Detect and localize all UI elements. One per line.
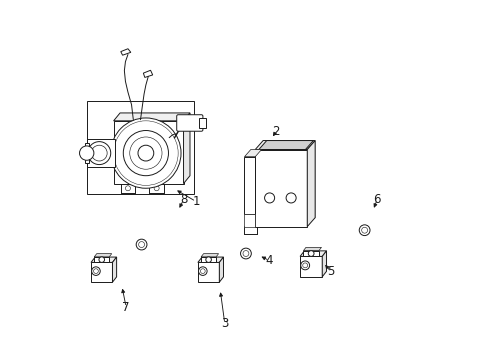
Circle shape (91, 267, 100, 275)
Circle shape (198, 267, 207, 275)
Bar (122, 148, 140, 176)
Polygon shape (91, 257, 116, 262)
Polygon shape (263, 140, 314, 218)
Polygon shape (198, 262, 219, 282)
Circle shape (243, 251, 248, 256)
Text: 1: 1 (192, 195, 200, 208)
Circle shape (129, 137, 162, 169)
Circle shape (110, 118, 181, 188)
Circle shape (88, 141, 110, 165)
Circle shape (285, 193, 296, 203)
Circle shape (302, 263, 307, 268)
Polygon shape (255, 149, 306, 226)
Polygon shape (300, 251, 326, 256)
Bar (145, 148, 163, 176)
Circle shape (245, 197, 254, 206)
Circle shape (125, 186, 130, 191)
Polygon shape (244, 157, 255, 214)
Circle shape (245, 161, 254, 170)
Text: 2: 2 (272, 125, 279, 138)
Polygon shape (143, 70, 152, 77)
Circle shape (200, 269, 205, 274)
Circle shape (93, 269, 98, 274)
Polygon shape (201, 257, 216, 262)
Circle shape (264, 193, 274, 203)
Polygon shape (94, 254, 112, 257)
Circle shape (154, 186, 159, 191)
FancyBboxPatch shape (176, 115, 203, 131)
Circle shape (138, 145, 153, 161)
Polygon shape (244, 149, 261, 157)
Polygon shape (86, 101, 194, 194)
Polygon shape (322, 251, 326, 277)
Polygon shape (121, 49, 131, 55)
Polygon shape (94, 257, 109, 262)
Text: 4: 4 (265, 254, 273, 267)
Circle shape (80, 146, 94, 160)
Polygon shape (198, 257, 223, 262)
Polygon shape (183, 113, 190, 184)
Circle shape (99, 257, 104, 262)
Text: 5: 5 (326, 265, 334, 278)
Polygon shape (306, 140, 314, 226)
Polygon shape (303, 247, 321, 251)
Text: 7: 7 (122, 301, 130, 314)
Text: 3: 3 (221, 317, 228, 330)
Circle shape (205, 257, 211, 262)
Circle shape (91, 145, 107, 161)
Text: 8: 8 (180, 193, 187, 206)
Polygon shape (255, 140, 314, 149)
Text: 6: 6 (373, 193, 380, 206)
Circle shape (359, 225, 369, 235)
Bar (113, 121, 183, 184)
Polygon shape (303, 251, 318, 256)
Polygon shape (219, 257, 223, 282)
Circle shape (136, 239, 147, 250)
Circle shape (361, 227, 367, 233)
Polygon shape (258, 140, 313, 149)
Circle shape (123, 131, 168, 176)
Polygon shape (113, 113, 190, 121)
Polygon shape (112, 257, 116, 282)
Polygon shape (244, 214, 255, 226)
Circle shape (307, 251, 313, 256)
Circle shape (300, 261, 309, 270)
Bar (199, 118, 205, 129)
Polygon shape (86, 139, 115, 167)
Polygon shape (85, 143, 88, 163)
Circle shape (240, 248, 251, 259)
Circle shape (138, 242, 144, 248)
Polygon shape (300, 256, 322, 277)
Polygon shape (201, 254, 218, 257)
Polygon shape (91, 262, 112, 282)
